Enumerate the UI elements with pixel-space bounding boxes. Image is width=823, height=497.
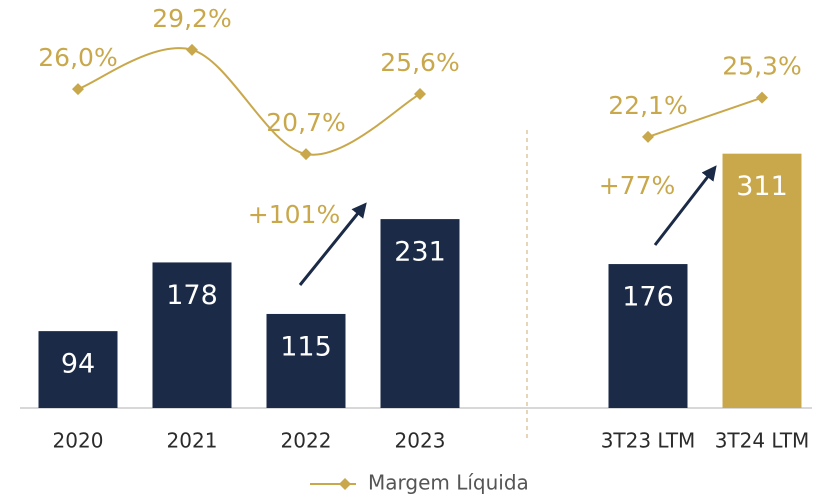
- bar-label: 94: [61, 349, 95, 380]
- legend-label: Margem Líquida: [368, 471, 529, 495]
- bar-label: 178: [166, 280, 218, 311]
- bar-label: 231: [394, 237, 446, 268]
- line-label: 26,0%: [38, 43, 117, 72]
- x-tick-label: 3T24 LTM: [715, 429, 810, 453]
- annotation: +101%: [248, 200, 340, 229]
- line-label: 20,7%: [266, 108, 345, 137]
- line-marker: [756, 91, 768, 104]
- bar: [380, 219, 460, 408]
- bar: [722, 153, 802, 408]
- x-tick-label: 3T23 LTM: [601, 429, 696, 453]
- x-tick-label: 2023: [395, 429, 446, 453]
- bar: [152, 262, 232, 408]
- line-marker: [300, 148, 312, 161]
- bar: [38, 331, 118, 408]
- line-label: 22,1%: [608, 91, 687, 120]
- x-tick-label: 2022: [281, 429, 332, 453]
- growth-arrow: [653, 165, 717, 246]
- line: [77, 47, 421, 156]
- line-marker: [414, 87, 426, 100]
- line-marker: [642, 130, 654, 143]
- line-marker: [186, 43, 198, 56]
- line-label: 25,6%: [380, 48, 459, 77]
- line: [647, 96, 763, 138]
- bar-label: 176: [622, 282, 674, 313]
- x-tick-label: 2021: [167, 429, 218, 453]
- line-marker: [72, 83, 84, 96]
- x-tick-label: 2020: [53, 429, 104, 453]
- growth-arrow: [298, 202, 367, 286]
- line-label: 25,3%: [722, 52, 801, 81]
- bar-label: 115: [280, 331, 332, 362]
- annotation: +77%: [599, 171, 676, 200]
- bar: [266, 313, 346, 408]
- legend-marker: [339, 478, 351, 490]
- line-label: 29,2%: [152, 4, 231, 33]
- bar-label: 311: [736, 171, 788, 202]
- bar: [608, 264, 688, 408]
